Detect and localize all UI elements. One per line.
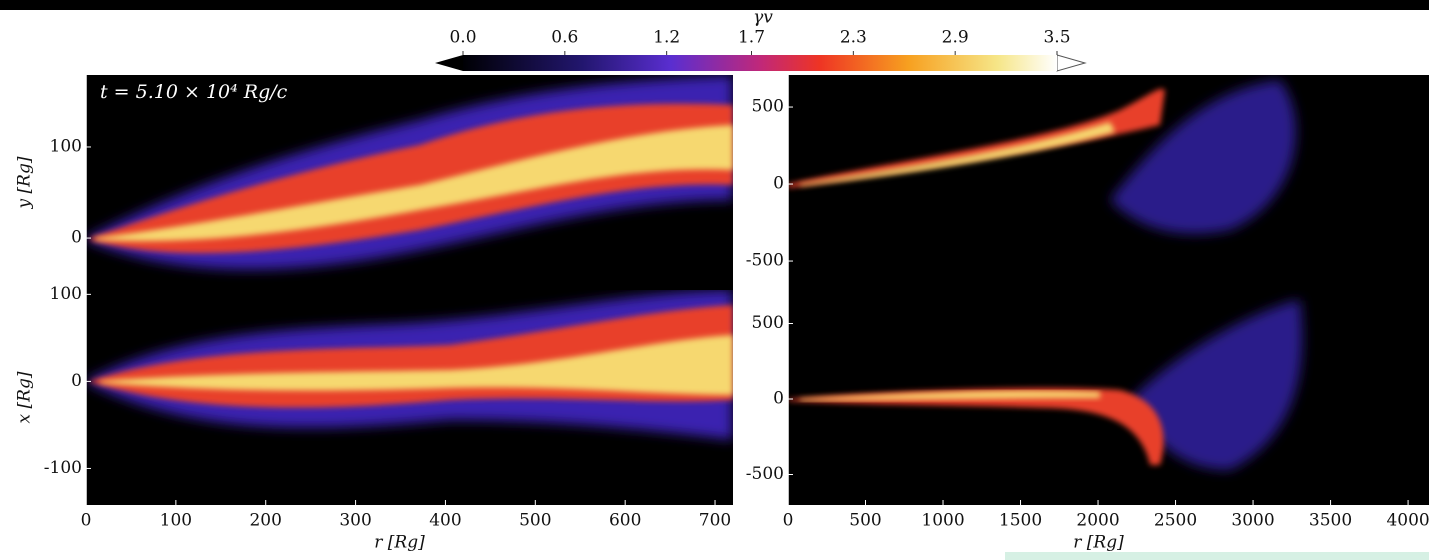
panel-images [86, 75, 1429, 505]
jet-image [86, 75, 733, 270]
colorbar-tick-label: 1.7 [738, 28, 765, 48]
colorbar-tick-label: 2.3 [840, 28, 867, 48]
x-tick-label: 4000 [1386, 511, 1429, 531]
x-axis-label: r [Rg] [1073, 533, 1124, 553]
jet-image [788, 300, 1303, 470]
colorbar-tick-label: 1.2 [653, 28, 680, 48]
y-axis-label: x [Rg] [15, 371, 35, 423]
x-tick-label: 2500 [1154, 511, 1197, 531]
colorbar-high [1056, 54, 1087, 72]
colorbar-tick-label: 2.9 [942, 28, 969, 48]
x-tick-label: 500 [849, 511, 881, 531]
y-tick-label: -100 [44, 458, 82, 478]
x-tick-label: 0 [783, 511, 794, 531]
top-bar [0, 0, 1429, 10]
x-tick-label: 0 [81, 511, 92, 531]
jet-image [86, 290, 733, 440]
colorbar-tick-label: 0.6 [551, 28, 578, 48]
x-tick-label: 3000 [1231, 511, 1274, 531]
y-tick-label: 100 [50, 136, 82, 156]
x-tick-label: 400 [429, 511, 461, 531]
colorbar [463, 55, 1057, 71]
y-tick-label: -500 [746, 464, 784, 484]
x-tick-label: 700 [699, 511, 731, 531]
y-axis-label: y [Rg] [15, 156, 35, 209]
y-tick-label: 0 [71, 228, 82, 248]
x-tick-label: 500 [519, 511, 551, 531]
x-tick-label: 200 [249, 511, 281, 531]
colorbar-low [435, 55, 463, 71]
x-tick-label: 300 [339, 511, 371, 531]
jet-image [788, 80, 1296, 234]
x-tick-label: 600 [609, 511, 641, 531]
y-tick-label: 0 [773, 174, 784, 194]
x-tick-label: 1000 [921, 511, 964, 531]
panel-bg [788, 75, 1429, 505]
annotation: t = 5.10 × 10⁴ Rg/c [100, 81, 288, 103]
colorbar-tick-label: 3.5 [1043, 28, 1070, 48]
y-tick-label: -500 [746, 251, 784, 271]
x-tick-label: 2000 [1076, 511, 1119, 531]
x-tick-label: 100 [160, 511, 192, 531]
x-tick-label: 3500 [1309, 511, 1352, 531]
y-tick-label: 500 [752, 313, 784, 333]
colorbar-tick-label: 0.0 [449, 28, 476, 48]
y-tick-label: 0 [71, 371, 82, 391]
y-tick-label: 0 [773, 389, 784, 409]
x-tick-label: 1500 [999, 511, 1042, 531]
colorbar-label: γv [753, 8, 773, 28]
y-tick-label: 100 [50, 284, 82, 304]
x-axis-label: r [Rg] [374, 533, 425, 553]
y-tick-label: 500 [752, 97, 784, 117]
overlay-strip [1005, 552, 1429, 560]
